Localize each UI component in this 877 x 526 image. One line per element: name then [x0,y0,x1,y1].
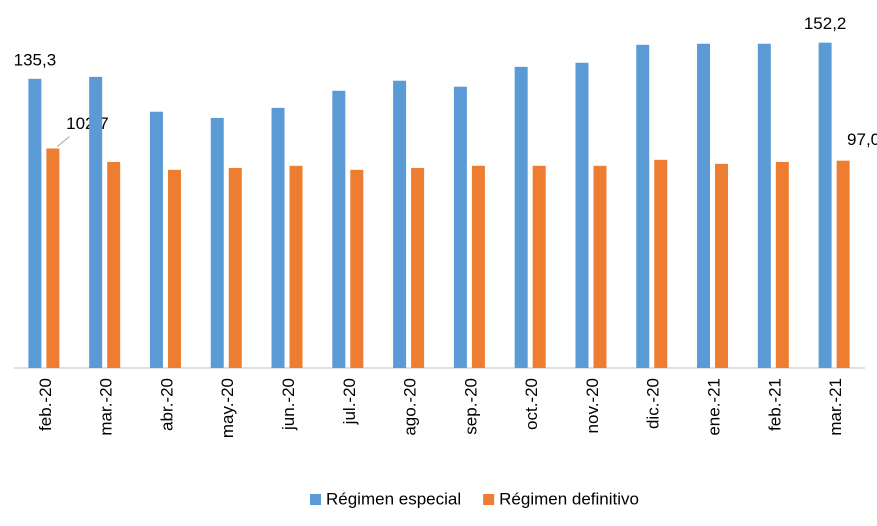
data-label: 102,7 [66,114,109,133]
bar [818,42,832,369]
x-tick-label: nov.-20 [583,378,602,433]
bar [654,159,668,368]
bar [332,90,346,369]
x-tick-label: may.-20 [218,378,237,438]
bar [393,80,407,368]
x-tick-label: feb.-21 [765,378,784,431]
data-label: 135,3 [14,50,57,69]
bar [28,78,42,368]
data-label: 97,0 [847,130,877,149]
legend-swatch [483,494,495,505]
legend-label: Régimen definitivo [499,489,639,508]
bar [167,169,181,368]
bar [411,167,425,368]
bar [471,165,485,368]
data-label: 152,2 [804,14,847,33]
bar [228,167,242,368]
bar [532,165,546,368]
bar [697,43,711,369]
bar [453,86,467,368]
legend-label: Régimen especial [326,489,461,508]
bar [836,160,850,368]
bar [715,163,729,368]
x-tick-label: feb.-20 [36,378,55,431]
x-tick-label: abr.-20 [157,378,176,431]
bar [89,76,103,368]
bar [757,43,771,369]
bar [149,111,163,369]
x-tick-label: oct.-20 [522,378,541,430]
bar [350,169,364,368]
bar [271,107,285,369]
bar [289,165,303,368]
bar [210,117,224,368]
x-tick-label: ene.-21 [705,378,724,436]
legend-swatch [310,494,321,505]
bar [107,161,121,368]
bar [775,161,789,368]
x-tick-label: sep.-20 [461,378,480,435]
x-tick-label: ago.-20 [401,378,420,436]
bar [593,165,607,368]
bar [575,62,589,368]
bar [514,66,528,369]
bar [636,44,650,369]
x-tick-label: mar.-20 [97,378,116,436]
x-tick-label: mar.-21 [826,378,845,436]
x-tick-label: jun.-20 [279,378,298,431]
bar [46,148,60,368]
leader-line [57,136,70,147]
x-tick-label: jul.-20 [340,378,359,425]
x-tick-label: dic.-20 [644,378,663,429]
